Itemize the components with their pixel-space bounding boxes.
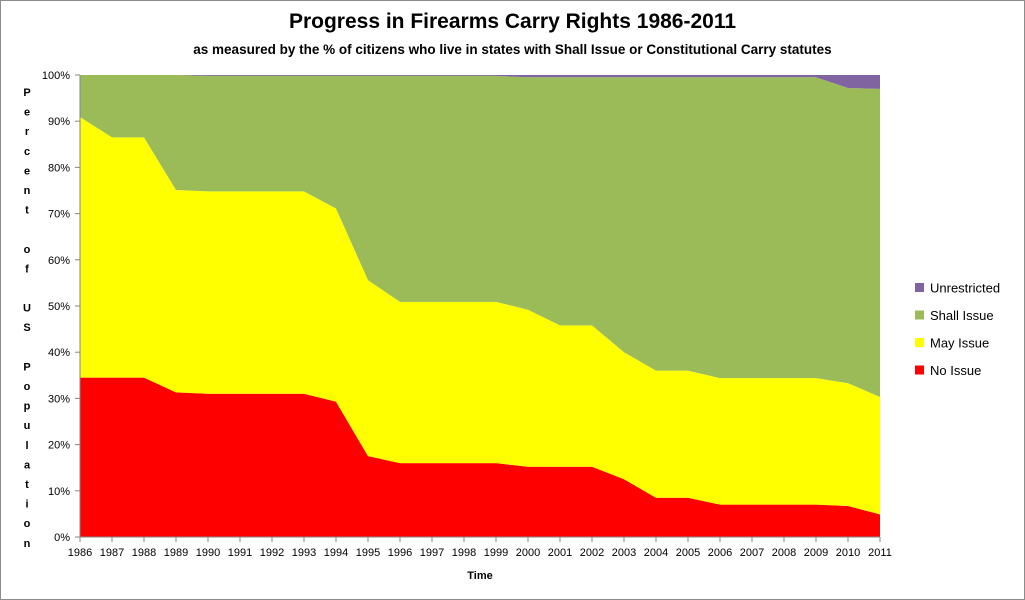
x-tick-label: 1990 [196, 547, 220, 559]
x-tick-label: 2009 [804, 547, 828, 559]
plot-axes [75, 74, 881, 542]
x-tick-label: 1987 [100, 547, 124, 559]
y-tick-label: 100% [42, 70, 70, 82]
legend: Unrestricted Shall Issue May Issue No Issue [915, 281, 1000, 378]
x-tick-label: 2005 [676, 547, 700, 559]
y-tick-label: 30% [48, 393, 70, 405]
x-tick-label: 2001 [548, 547, 572, 559]
y-tick-label: 70% [48, 209, 70, 221]
x-tick-label: 2008 [772, 547, 796, 559]
x-tick-label: 2004 [644, 547, 668, 559]
y-tick-label: 10% [48, 486, 70, 498]
x-tick-label: 1994 [324, 547, 348, 559]
x-tick-label: 1996 [388, 547, 412, 559]
x-tick-label: 1986 [68, 547, 92, 559]
x-tick-label: 2006 [708, 547, 732, 559]
legend-label-may-issue: May Issue [930, 336, 989, 351]
legend-swatch-no-issue [915, 365, 924, 375]
y-tick-label: 60% [48, 255, 70, 267]
chart-title: Progress in Firearms Carry Rights 1986-2… [288, 10, 737, 33]
x-tick-label: 1999 [484, 547, 508, 559]
x-tick-label: 2010 [836, 547, 860, 559]
legend-swatch-unrestricted [915, 283, 924, 292]
y-tick-label: 90% [48, 116, 70, 128]
area-no-issue [80, 377, 880, 537]
x-tick-label: 1995 [356, 547, 380, 559]
y-tick-label: 20% [48, 440, 70, 452]
y-tick-label: 50% [48, 301, 70, 313]
area-unrestricted [80, 75, 880, 89]
x-tick-label: 1989 [164, 547, 188, 559]
y-tick-label: 40% [48, 347, 70, 359]
legend-label-no-issue: No Issue [930, 363, 981, 378]
area-may-issue [80, 117, 880, 515]
x-tick-label: 2011 [868, 547, 892, 559]
plot-areas [80, 75, 880, 537]
y-tick-labels: 0% 10% 20% 30% 40% 50% 60% 70% 80% 90% 100% [42, 70, 70, 544]
x-tick-label: 2000 [516, 547, 540, 559]
y-tick-label: 0% [54, 532, 70, 544]
x-tick-label: 1998 [452, 547, 476, 559]
x-tick-label: 2007 [740, 547, 764, 559]
area-shall-issue [80, 75, 880, 398]
x-tick-label: 1992 [260, 547, 284, 559]
x-tick-label: 1988 [132, 547, 156, 559]
x-axis-label: Time [467, 570, 492, 582]
x-tick-label: 1993 [292, 547, 316, 559]
chart-subtitle: as measured by the % of citizens who liv… [193, 42, 832, 57]
legend-label-unrestricted: Unrestricted [930, 281, 1000, 296]
x-tick-label: 2002 [580, 547, 604, 559]
x-tick-labels: 1986 1987 1988 1989 1990 1991 1992 1993 1994 1995… [68, 547, 892, 559]
y-tick-label: 80% [48, 162, 70, 174]
legend-label-shall-issue: Shall Issue [930, 308, 994, 323]
legend-swatch-may-issue [915, 338, 924, 347]
x-tick-label: 1991 [228, 547, 252, 559]
x-tick-label: 2003 [612, 547, 636, 559]
legend-swatch-shall-issue [915, 310, 924, 320]
x-tick-label: 1997 [420, 547, 444, 559]
